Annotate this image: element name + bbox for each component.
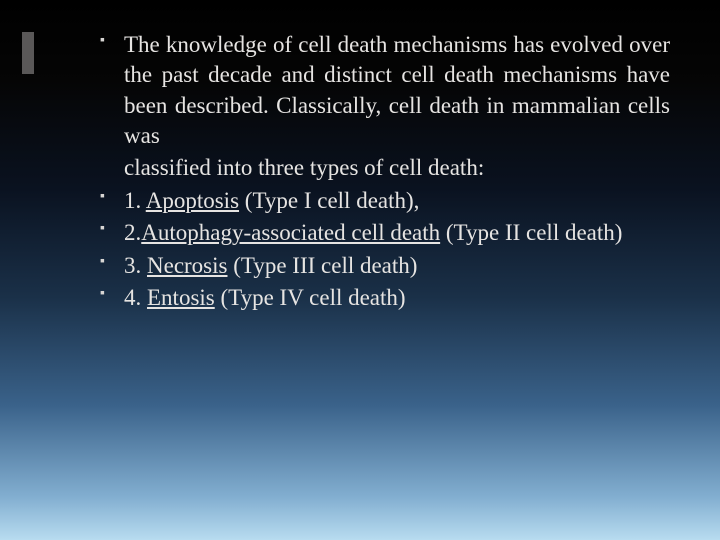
bullet-underline: Entosis <box>147 285 215 310</box>
accent-bar <box>22 32 34 74</box>
bullet-prefix: 3. <box>124 253 147 278</box>
bullet-underline: Autophagy-associated cell death <box>141 220 440 245</box>
list-item: 4. Entosis (Type IV cell death) <box>100 283 670 313</box>
bullet-list: The knowledge of cell death mechanisms h… <box>100 30 670 313</box>
slide: The knowledge of cell death mechanisms h… <box>0 0 720 540</box>
slide-content: The knowledge of cell death mechanisms h… <box>100 30 670 315</box>
list-item: 3. Necrosis (Type III cell death) <box>100 251 670 281</box>
bullet-prefix: 2. <box>124 220 141 245</box>
bullet-prefix: 1. <box>124 188 146 213</box>
bullet-suffix: (Type IV cell death) <box>215 285 406 310</box>
list-item: 1. Apoptosis (Type I cell death), <box>100 186 670 216</box>
bullet-suffix: (Type II cell death) <box>440 220 622 245</box>
bullet-prefix: 4. <box>124 285 147 310</box>
bullet-suffix: (Type I cell death), <box>239 188 419 213</box>
bullet-text: The knowledge of cell death mechanisms h… <box>124 32 670 148</box>
bullet-underline: Necrosis <box>147 253 227 278</box>
list-item: 2.Autophagy-associated cell death (Type … <box>100 218 670 248</box>
bullet-text-line2: classified into three types of cell deat… <box>124 153 670 183</box>
list-item: The knowledge of cell death mechanisms h… <box>100 30 670 184</box>
bullet-suffix: (Type III cell death) <box>227 253 417 278</box>
bullet-underline: Apoptosis <box>146 188 239 213</box>
